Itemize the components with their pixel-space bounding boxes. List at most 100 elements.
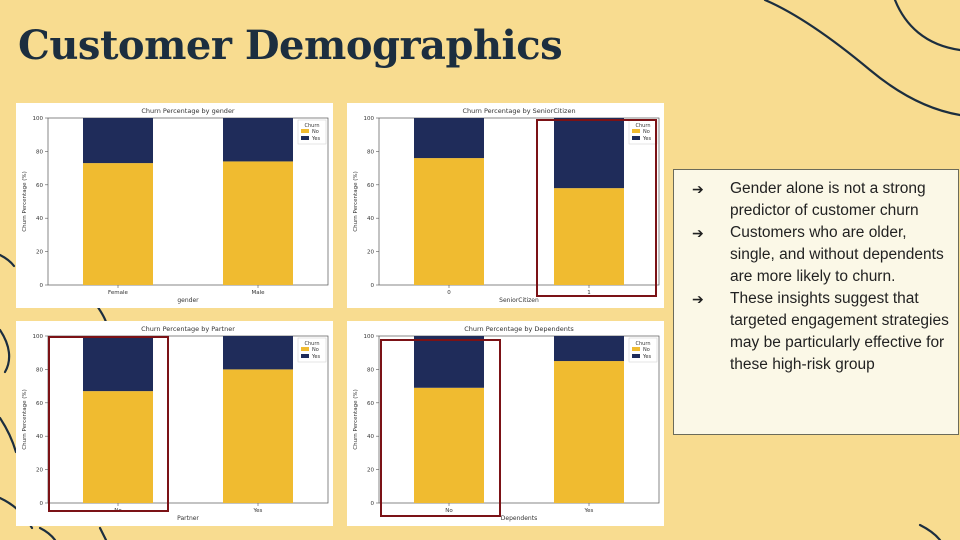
chart-dependents: Churn Percentage by Dependents 0 20 40 60 80 1… [353, 325, 660, 522]
y-tick-label: 60 [367, 401, 374, 407]
legend-swatch [301, 129, 309, 133]
bar-no [83, 163, 153, 285]
chart-senior-citizen: Churn Percentage by SeniorCitizen 0 20 40 60… [353, 107, 660, 304]
legend-swatch [632, 347, 640, 351]
y-axis-label: Churn Percentage (%) [353, 389, 359, 449]
bar-yes [223, 118, 293, 162]
chart-gender: Churn Percentage by gender 0 20 40 60 80 100 Fe… [22, 107, 329, 304]
y-axis-label: Churn Percentage (%) [353, 171, 359, 231]
legend-title: Churn [305, 341, 320, 347]
insight-text: These insights suggest that targeted eng… [730, 290, 949, 373]
x-tick-label: Yes [584, 508, 594, 514]
chart-title: Churn Percentage by Dependents [464, 325, 574, 333]
bar-yes [83, 118, 153, 164]
arrow-right-icon: ➔ [692, 225, 704, 241]
bar-yes [223, 336, 293, 370]
insight-item: ➔ Gender alone is not a strong predictor … [674, 178, 954, 222]
bar-no [223, 161, 293, 285]
bar-no [414, 158, 484, 285]
y-axis-label: Churn Percentage (%) [22, 171, 28, 231]
bar-yes [83, 336, 153, 392]
y-tick-label: 20 [367, 468, 374, 474]
plot-frame [47, 117, 329, 286]
legend-swatch [632, 136, 640, 140]
bar-yes [554, 118, 624, 189]
x-axis-label: Partner [177, 515, 199, 522]
y-tick-label: 0 [40, 501, 44, 507]
y-tick-label: 40 [36, 434, 43, 440]
y-tick-label: 0 [371, 283, 375, 289]
legend-label: No [312, 129, 319, 135]
insights-box: ➔ Gender alone is not a strong predictor … [673, 169, 959, 435]
insight-text: Customers who are older, single, and wit… [730, 224, 944, 285]
bar-yes [414, 118, 484, 159]
y-tick-label: 20 [367, 250, 374, 256]
chart-panel-partner: Churn Percentage by Partner 0 20 40 60 80 100 N… [16, 321, 333, 526]
y-tick-label: 40 [367, 434, 374, 440]
highlight-box-senior-citizen [536, 119, 657, 297]
x-axis-label: Dependents [501, 515, 537, 522]
y-tick-label: 80 [367, 367, 374, 373]
chart-partner: Churn Percentage by Partner 0 20 40 60 80 100 N… [22, 325, 329, 522]
y-tick-label: 60 [36, 401, 43, 407]
insight-text: Gender alone is not a strong predictor o… [730, 180, 926, 219]
bar-no [554, 361, 624, 503]
chart-title: Churn Percentage by gender [141, 107, 235, 115]
bar-yes [414, 336, 484, 388]
insight-item: ➔ These insights suggest that targeted en… [674, 288, 954, 376]
bar-no [223, 369, 293, 503]
x-axis-label: gender [177, 297, 199, 304]
bar-yes [554, 336, 624, 362]
y-axis-label: Churn Percentage (%) [22, 389, 28, 449]
y-tick-label: 100 [364, 334, 375, 340]
x-tick-label: Male [251, 290, 265, 296]
y-tick-label: 0 [40, 283, 44, 289]
y-tick-label: 60 [367, 183, 374, 189]
y-tick-label: 40 [367, 216, 374, 222]
legend-label: Yes [642, 136, 651, 142]
chart-panel-gender: Churn Percentage by gender 0 20 40 60 80 100 Fe… [16, 103, 333, 308]
legend-swatch [632, 354, 640, 358]
y-tick-label: 100 [33, 334, 44, 340]
y-tick-label: 20 [36, 250, 43, 256]
y-tick-label: 100 [33, 116, 44, 122]
highlight-box-dependents [380, 339, 501, 517]
chart-panel-senior-citizen: Churn Percentage by SeniorCitizen 0 20 40 60… [347, 103, 664, 308]
legend-label: Yes [311, 354, 320, 360]
x-tick-label: Female [108, 290, 129, 296]
legend-label: Yes [311, 136, 320, 142]
legend-title: Churn [636, 123, 651, 129]
legend-label: Yes [642, 354, 651, 360]
y-tick-label: 100 [364, 116, 375, 122]
chart-panel-dependents: Churn Percentage by Dependents 0 20 40 60 80 1… [347, 321, 664, 526]
y-tick-label: 80 [36, 149, 43, 155]
plot-frame [378, 335, 660, 504]
y-tick-label: 40 [36, 216, 43, 222]
page-title: Customer Demographics [18, 22, 563, 69]
legend-swatch [632, 129, 640, 133]
legend-label: No [312, 347, 319, 353]
insight-item: ➔ Customers who are older, single, and wi… [674, 222, 954, 288]
arrow-right-icon: ➔ [692, 291, 704, 307]
legend-title: Churn [305, 123, 320, 129]
x-tick-label: 1 [587, 290, 591, 296]
chart-title: Churn Percentage by Partner [141, 325, 235, 333]
highlight-box-partner [48, 336, 169, 512]
chart-title: Churn Percentage by SeniorCitizen [462, 107, 575, 115]
legend-label: No [643, 347, 650, 353]
x-axis-label: SeniorCitizen [499, 297, 539, 304]
y-tick-label: 0 [371, 501, 375, 507]
bar-no [554, 188, 624, 285]
bar-no [83, 391, 153, 503]
legend-swatch [301, 354, 309, 358]
x-tick-label: Yes [253, 508, 263, 514]
legend-label: No [643, 129, 650, 135]
legend-swatch [301, 136, 309, 140]
y-tick-label: 80 [367, 149, 374, 155]
legend-swatch [301, 347, 309, 351]
bar-no [414, 387, 484, 503]
legend-title: Churn [636, 341, 651, 347]
arrow-right-icon: ➔ [692, 181, 704, 197]
y-tick-label: 60 [36, 183, 43, 189]
y-tick-label: 80 [36, 367, 43, 373]
